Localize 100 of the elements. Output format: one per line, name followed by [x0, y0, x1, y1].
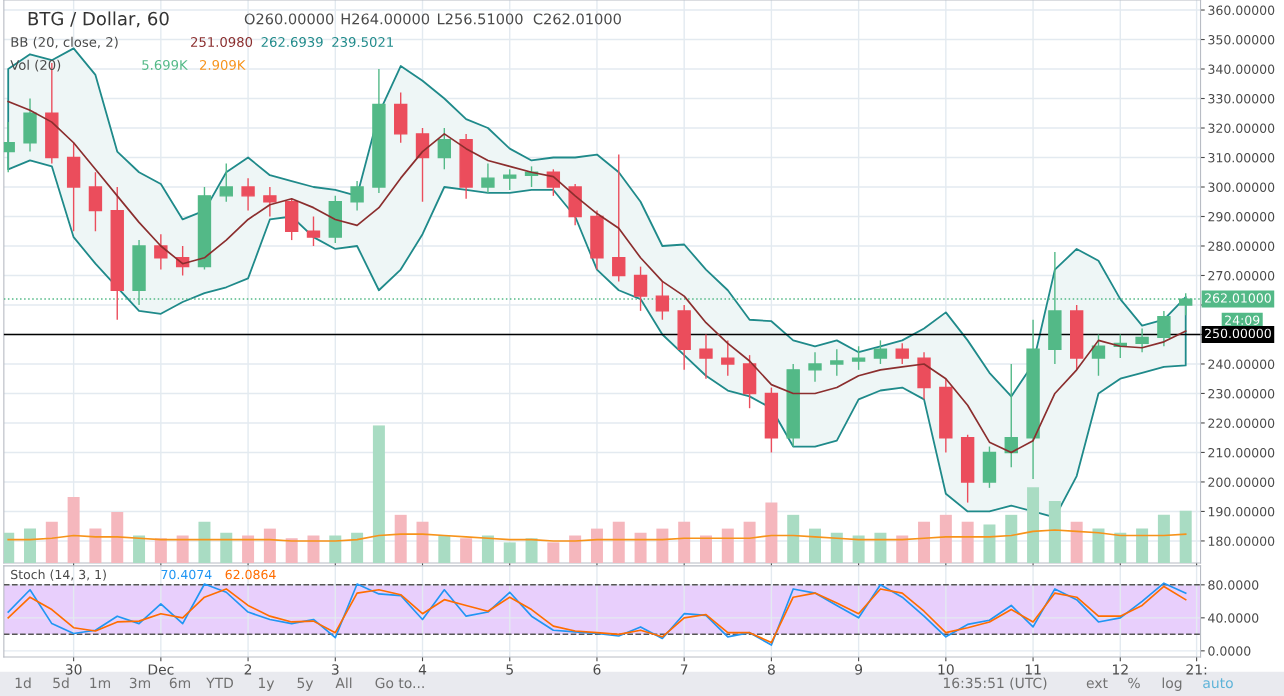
candlestick [851, 345, 866, 371]
bar [1114, 532, 1127, 564]
text: Go to... [375, 677, 424, 689]
x-tick-label: 6 [593, 664, 601, 675]
bar [154, 538, 167, 564]
x-tick-label: 21: [1186, 664, 1207, 675]
text: 1m [90, 677, 110, 688]
x-tick-label: 12 [1112, 664, 1128, 675]
bar [852, 535, 865, 564]
bar [503, 542, 516, 564]
x-tick-label: 2 [244, 664, 252, 675]
text: ext [1086, 678, 1108, 689]
x-tick-label: 4 [418, 664, 427, 675]
bar [634, 532, 647, 564]
bar [809, 528, 822, 564]
annotation: C262.01000 [533, 13, 621, 25]
bar [198, 521, 211, 564]
x-tick-label: 8 [767, 664, 775, 675]
y-tick-label: 360.00000 [1208, 5, 1275, 15]
bar [678, 521, 691, 564]
annotation: 251.0980 [191, 37, 253, 47]
candlestick [699, 333, 713, 380]
ref-line-label: 262.01000 [1205, 293, 1271, 303]
candlestick [3, 121, 15, 173]
y-tick-label: 80.0000 [1208, 580, 1259, 590]
x-tick-label: 30 [65, 664, 82, 675]
y-tick-label: 230.00000 [1208, 388, 1275, 399]
bar [111, 512, 124, 564]
x-tick-label: 3 [331, 664, 339, 675]
candlestick [415, 127, 430, 203]
bar [656, 528, 669, 564]
bar [438, 535, 451, 564]
candlestick [633, 265, 648, 312]
candlestick [895, 342, 909, 365]
bar [1048, 501, 1061, 564]
x-tick-label: 7 [680, 664, 688, 675]
y-tick-label: 200.00000 [1208, 477, 1275, 487]
annotation: O260.00000 [244, 13, 334, 25]
y-tick-label: 300.00000 [1208, 182, 1275, 192]
bar [830, 532, 843, 564]
bar [372, 425, 385, 564]
y-tick-label: 40.0000 [1208, 613, 1259, 623]
bar [67, 496, 80, 564]
text: YTD [206, 677, 234, 688]
bar [133, 535, 146, 564]
y-tick-label: 180.00000 [1208, 536, 1275, 546]
text: 6m [169, 677, 190, 689]
annotation: 62.0864 [225, 569, 276, 580]
bar [351, 532, 364, 564]
annotation: L256.51000 [437, 13, 523, 25]
bar [3, 532, 15, 564]
bar [1092, 528, 1105, 564]
bar [263, 528, 276, 564]
bar [1179, 510, 1192, 564]
x-tick-label: 5 [506, 664, 513, 675]
candlestick [88, 171, 103, 232]
bar [329, 535, 342, 564]
candlestick [503, 168, 517, 191]
bar [874, 532, 887, 564]
bar [45, 521, 58, 564]
text: 1y [259, 677, 275, 691]
y-tick-label: 310.00000 [1208, 152, 1275, 163]
y-tick-label: 330.00000 [1208, 93, 1275, 104]
candlestick [655, 280, 670, 321]
y-tick-label: 240.00000 [1208, 359, 1275, 369]
annotation: 262.6939 [261, 37, 323, 47]
x-tick-label: 11 [1025, 664, 1041, 675]
y-tick-label: 350.00000 [1208, 35, 1275, 45]
text: % [1128, 677, 1140, 689]
bar [983, 524, 996, 564]
candlestick [1157, 310, 1171, 347]
y-tick-label: 320.00000 [1208, 123, 1275, 133]
y-tick-label: 220.00000 [1208, 418, 1275, 428]
bar [481, 535, 494, 564]
bar [787, 514, 800, 564]
annotation: Stoch (14, 3, 1) [11, 569, 106, 581]
x-tick-label: Dec [148, 664, 174, 675]
bar [1136, 528, 1149, 564]
bar [743, 521, 756, 564]
bar [394, 514, 407, 564]
candlestick [612, 153, 626, 283]
candlestick [830, 348, 844, 377]
text: 24:09 [1225, 315, 1260, 325]
bar [176, 535, 189, 564]
candlestick [219, 162, 233, 203]
y-tick-label: 280.00000 [1208, 241, 1275, 251]
bar [525, 538, 538, 564]
candlestick [263, 186, 277, 218]
candlestick [437, 127, 452, 170]
bar [89, 528, 102, 564]
bar [765, 502, 778, 564]
annotation: BB (20, close, 2) [11, 36, 118, 49]
text: BTG / Dollar, 60 [28, 11, 169, 28]
bar [918, 521, 931, 564]
candlestick [306, 215, 321, 247]
text: 1d [15, 677, 31, 689]
bar [1027, 487, 1040, 564]
annotation: 5.699K [142, 59, 188, 70]
bar [307, 535, 320, 564]
candlestick [154, 233, 168, 271]
